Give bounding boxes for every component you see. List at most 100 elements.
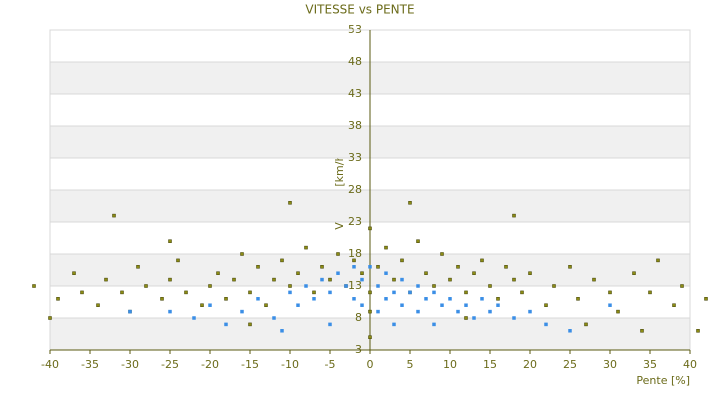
scatter-point xyxy=(616,309,620,314)
scatter-point xyxy=(392,322,396,327)
scatter-point xyxy=(376,309,380,314)
x-tick-label: 20 xyxy=(523,358,537,371)
scatter-point xyxy=(632,271,636,275)
scatter-point xyxy=(336,252,340,256)
scatter-point xyxy=(360,277,364,282)
scatter-point xyxy=(408,290,412,295)
scatter-point xyxy=(384,245,388,250)
scatter-point xyxy=(528,271,532,275)
x-tick-label: 0 xyxy=(367,358,374,371)
scatter-point xyxy=(312,290,316,295)
scatter-point xyxy=(440,252,444,256)
scatter-point xyxy=(648,290,652,295)
scatter-point xyxy=(208,284,212,288)
scatter-point xyxy=(352,265,356,269)
scatter-point xyxy=(32,284,36,288)
scatter-point xyxy=(568,329,572,333)
y-tick-label: 8 xyxy=(355,311,362,324)
scatter-point xyxy=(480,297,484,301)
scatter-point xyxy=(400,277,404,282)
scatter-point xyxy=(448,297,452,301)
scatter-point xyxy=(248,322,252,327)
scatter-point xyxy=(280,258,284,263)
scatter-point xyxy=(360,271,364,275)
chart-title: VITESSE vs PENTE xyxy=(305,3,414,17)
scatter-point xyxy=(672,303,676,307)
scatter-point xyxy=(320,265,324,269)
scatter-point xyxy=(328,290,332,295)
scatter-point xyxy=(432,284,436,288)
scatter-point xyxy=(568,265,572,269)
x-tick-label: 40 xyxy=(683,358,697,371)
scatter-point xyxy=(680,284,684,288)
scatter-point xyxy=(432,290,436,295)
y-tick-label: 48 xyxy=(348,55,362,68)
scatter-point xyxy=(640,329,644,333)
scatter-point xyxy=(504,265,508,269)
scatter-point xyxy=(464,316,468,320)
scatter-point xyxy=(376,284,380,288)
y-tick-label: 18 xyxy=(348,247,362,260)
scatter-point xyxy=(176,258,180,263)
scatter-point xyxy=(328,277,332,282)
scatter-point xyxy=(168,309,172,314)
scatter-point xyxy=(136,265,140,269)
scatter-point xyxy=(576,297,580,301)
scatter-point xyxy=(440,303,444,307)
scatter-point xyxy=(464,290,468,295)
scatter-point xyxy=(424,297,428,301)
scatter-point xyxy=(496,297,500,301)
scatter-point xyxy=(376,265,380,269)
scatter-point xyxy=(344,284,348,288)
y-tick-label: 38 xyxy=(348,119,362,132)
scatter-point xyxy=(656,258,660,263)
scatter-point xyxy=(368,265,372,269)
x-tick-label: -25 xyxy=(161,358,179,371)
scatter-point xyxy=(608,290,612,295)
scatter-point xyxy=(384,271,388,275)
scatter-point xyxy=(168,239,172,243)
scatter-point xyxy=(304,284,308,288)
scatter-point xyxy=(224,322,228,327)
scatter-point xyxy=(520,290,524,295)
scatter-point xyxy=(400,258,404,263)
scatter-point xyxy=(480,258,484,263)
scatter-point xyxy=(432,322,436,327)
scatter-point xyxy=(496,303,500,307)
scatter-point xyxy=(280,329,284,333)
scatter-point xyxy=(408,201,412,205)
scatter-point xyxy=(416,284,420,288)
x-tick-label: -20 xyxy=(201,358,219,371)
scatter-point xyxy=(80,290,84,295)
scatter-point xyxy=(104,277,108,282)
scatter-point xyxy=(584,322,588,327)
scatter-point xyxy=(696,329,700,333)
scatter-point xyxy=(456,309,460,314)
scatter-point xyxy=(272,316,276,320)
y-tick-label: 33 xyxy=(348,151,362,164)
x-tick-label: -30 xyxy=(121,358,139,371)
y-tick-label: 23 xyxy=(348,215,362,228)
scatter-point xyxy=(360,303,364,307)
scatter-point xyxy=(312,297,316,301)
y-tick-label: 43 xyxy=(348,87,362,100)
y-tick-label: 13 xyxy=(348,279,362,292)
x-axis-label: Pente [%] xyxy=(636,374,690,387)
scatter-point xyxy=(184,290,188,295)
scatter-point xyxy=(392,290,396,295)
scatter-point xyxy=(264,303,268,307)
x-tick-label: -10 xyxy=(281,358,299,371)
scatter-point xyxy=(336,271,340,275)
scatter-point xyxy=(544,322,548,327)
x-tick-label: 35 xyxy=(643,358,657,371)
scatter-point xyxy=(296,303,300,307)
scatter-point xyxy=(400,303,404,307)
x-tick-label: -35 xyxy=(81,358,99,371)
scatter-point xyxy=(488,309,492,314)
scatter-point xyxy=(352,297,356,301)
scatter-point xyxy=(464,303,468,307)
scatter-point xyxy=(392,277,396,282)
scatter-point xyxy=(416,239,420,243)
scatter-point xyxy=(240,309,244,314)
scatter-point xyxy=(296,271,300,275)
